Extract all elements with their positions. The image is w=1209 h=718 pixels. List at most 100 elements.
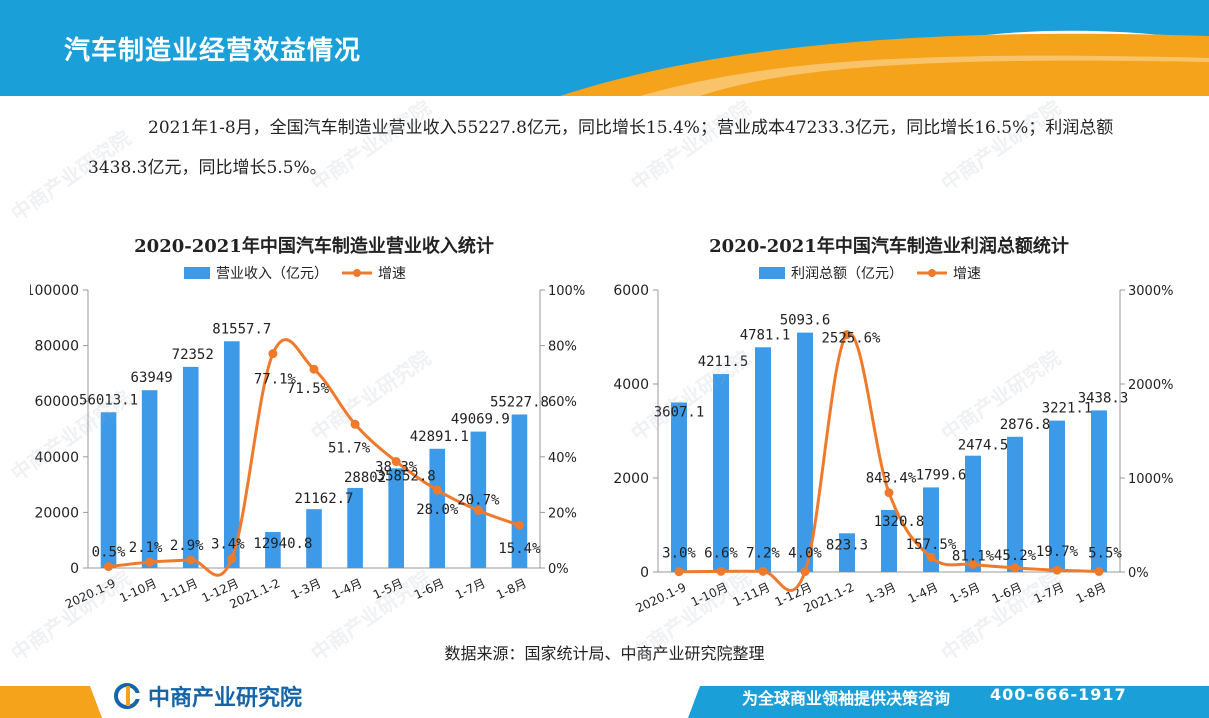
y-tick-label-right: 0% [1128,566,1149,581]
data-source: 数据来源：国家统计局、中商产业研究院整理 [444,644,765,663]
growth-value-label: 3.4% [211,537,245,553]
bar [713,374,729,572]
bar-value-label: 3221.1 [1042,401,1093,417]
bar [881,509,897,572]
bar [511,414,528,568]
bar [182,366,199,568]
growth-value-label: 77.1% [254,372,297,388]
logo-icon [114,683,142,709]
bar-value-label: 49069.9 [451,412,510,428]
growth-value-label: 843.4% [866,471,917,487]
bar-value-label: 42891.1 [410,429,469,445]
y-tick-label-left: 20000 [34,505,79,521]
growth-point [1094,566,1104,576]
bar [797,332,813,572]
bar-value-label: 55227.8 [490,394,549,410]
growth-point [350,419,360,429]
growth-point [674,567,684,577]
revenue-chart: 2020-2021年中国汽车制造业营业收入统计营业收入（亿元） 增速 0 20000 4… [26,228,590,628]
bar-value-label: 35852.8 [377,468,436,484]
y-tick-label-right: 40% [548,451,577,466]
growth-point [104,562,114,572]
summary-text: 2021年1-8月，全国汽车制造业营业收入55227.8亿元，同比增长15.4%… [88,118,1114,178]
growth-value-label: 4.0% [788,546,822,562]
growth-point [926,552,936,562]
x-tick-label: 1-11月 [159,576,200,605]
bar-value-label: 81557.7 [212,321,271,337]
x-tick-label: 1-4月 [330,576,365,602]
profit-chart: 2020-2021年中国汽车制造业利润总额统计 利润总额（亿元） 增速 0 2000 40… [612,228,1202,628]
y-tick-label-right: 20% [548,506,577,521]
bar-value-label: 2876.8 [1000,417,1051,433]
bar [470,431,487,568]
chart-legend: 营业收入（亿元） 增速 [184,266,406,282]
chart-title: 2020-2021年中国汽车制造业营业收入统计 [134,235,494,257]
y-tick-label-left: 80000 [34,339,79,355]
growth-point [1010,563,1020,573]
legend-line-marker [353,269,361,277]
bar [100,412,117,568]
bar [1049,420,1065,572]
y-tick-label-left: 0 [640,565,649,581]
legend-line-label: 增速 [378,266,406,282]
growth-point [514,520,524,530]
bar [1091,410,1107,572]
legend-bar-label: 营业收入（亿元） [216,266,328,282]
bar [224,341,240,568]
y-tick-label-right: 100% [548,284,585,299]
growth-point [884,488,894,498]
bar [388,468,404,568]
y-tick-label-left: 2000 [613,471,649,487]
growth-value-label: 157.5% [906,537,957,553]
bar-value-label: 63949 [131,370,173,386]
bar [1007,436,1023,572]
bar-value-label: 12940.8 [253,536,312,552]
x-tick-label: 1-5月 [371,576,406,602]
growth-value-label: 38.3% [375,460,418,476]
legend-bar-label: 利润总额（亿元） [791,266,903,282]
growth-value-label: 71.5% [287,381,330,397]
x-tick-label: 1-8月 [1074,580,1109,606]
y-tick-label-right: 0% [548,562,569,577]
bar-value-label: 823.3 [826,537,868,553]
bar [923,487,939,572]
legend-line-marker [928,269,936,277]
bar [429,448,446,568]
phone-number: 400-666-1917 [990,685,1127,704]
growth-point [227,554,237,564]
growth-value-label: 3.0% [662,546,696,562]
bar [347,487,363,568]
growth-value-label: 2.9% [170,538,204,554]
legend-bar-swatch [759,267,785,279]
bar-value-label: 1799.6 [916,467,967,483]
growth-point [432,485,442,495]
growth-value-label: 0.5% [92,545,126,561]
growth-point [842,330,852,340]
bar-value-label: 2474.5 [958,438,1009,454]
x-tick-label: 1-7月 [1032,580,1067,606]
y-tick-label-left: 100000 [30,283,79,299]
y-tick-label-right: 3000% [1128,284,1173,299]
growth-value-label: 51.7% [328,440,371,456]
x-tick-label: 1-11月 [731,580,772,609]
logo-text: 中商产业研究院 [148,686,303,711]
growth-point [309,364,319,374]
bar [306,509,322,568]
x-tick-label: 2020.1-9 [63,576,118,611]
header-shapes [0,0,1209,96]
growth-value-label: 2525.6% [821,331,881,347]
growth-point [186,555,196,565]
y-tick-label-left: 6000 [613,283,649,299]
y-tick-label-right: 2000% [1128,378,1173,393]
growth-value-label: 6.6% [704,545,738,561]
x-tick-label: 1-4月 [906,580,941,606]
y-tick-label-left: 0 [70,561,79,577]
legend-bar-swatch [184,267,210,279]
growth-value-label: 45.2% [994,548,1037,564]
page-title: 汽车制造业经营效益情况 [64,36,362,66]
growth-point [268,349,278,359]
bar [755,347,771,572]
growth-point [968,559,978,569]
